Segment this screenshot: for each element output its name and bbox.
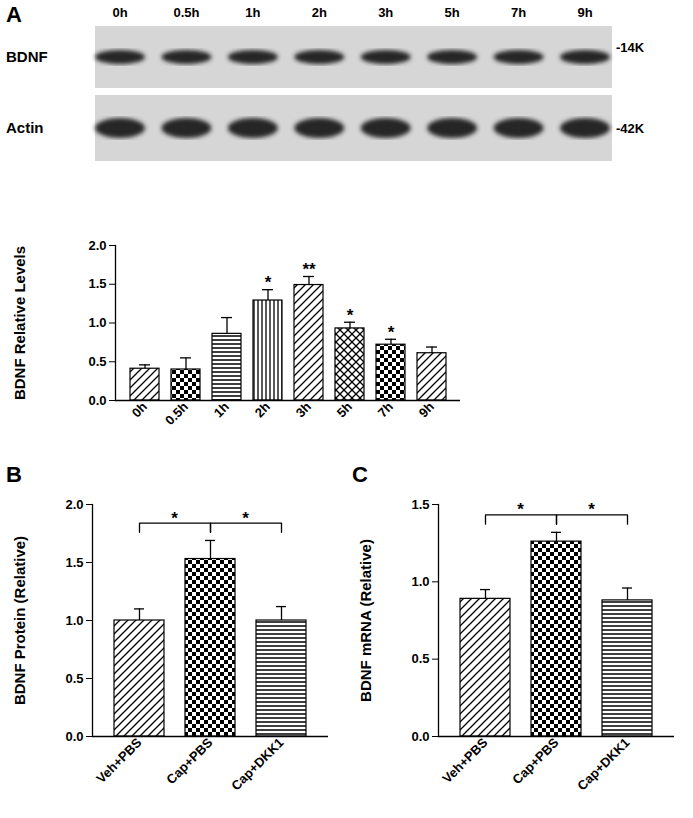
svg-text:-42K: -42K bbox=[616, 121, 645, 136]
svg-text:7h: 7h bbox=[511, 5, 526, 20]
svg-text:0.5: 0.5 bbox=[65, 671, 83, 686]
svg-text:**: ** bbox=[302, 260, 316, 279]
svg-text:BDNF Protein (Relative): BDNF Protein (Relative) bbox=[11, 536, 28, 705]
svg-text:Veh+PBS: Veh+PBS bbox=[439, 735, 490, 786]
svg-text:1h: 1h bbox=[211, 399, 232, 420]
svg-text:1.0: 1.0 bbox=[65, 613, 83, 628]
svg-text:1.5: 1.5 bbox=[411, 497, 429, 512]
svg-text:1.5: 1.5 bbox=[65, 555, 83, 570]
svg-text:A: A bbox=[6, 2, 22, 27]
svg-text:2.0: 2.0 bbox=[88, 238, 106, 253]
svg-text:1.5: 1.5 bbox=[88, 276, 106, 291]
svg-text:5h: 5h bbox=[334, 399, 355, 420]
svg-text:0.0: 0.0 bbox=[411, 729, 429, 744]
svg-text:*: * bbox=[265, 273, 272, 292]
svg-text:5h: 5h bbox=[445, 5, 460, 20]
svg-text:0h: 0h bbox=[129, 399, 150, 420]
svg-text:0.5h: 0.5h bbox=[162, 399, 191, 428]
svg-text:1.0: 1.0 bbox=[88, 315, 106, 330]
svg-text:-14K: -14K bbox=[616, 40, 645, 55]
svg-text:0.0: 0.0 bbox=[65, 729, 83, 744]
svg-text:Cap+PBS: Cap+PBS bbox=[509, 735, 561, 787]
svg-text:Cap+PBS: Cap+PBS bbox=[163, 735, 215, 787]
svg-text:*: * bbox=[347, 306, 354, 325]
svg-text:3h: 3h bbox=[293, 399, 314, 420]
svg-text:BDNF mRNA (Relative): BDNF mRNA (Relative) bbox=[357, 539, 374, 702]
svg-text:Cap+DKK1: Cap+DKK1 bbox=[574, 735, 632, 793]
svg-text:*: * bbox=[242, 509, 249, 528]
svg-text:0.5h: 0.5h bbox=[173, 5, 199, 20]
html-text:B: B bbox=[6, 462, 22, 487]
svg-text:BDNF: BDNF bbox=[6, 48, 48, 65]
svg-text:2h: 2h bbox=[312, 5, 327, 20]
svg-text:0.0: 0.0 bbox=[88, 393, 106, 408]
svg-text:3h: 3h bbox=[378, 5, 393, 20]
svg-text:2h: 2h bbox=[252, 399, 273, 420]
svg-text:9h: 9h bbox=[416, 399, 437, 420]
svg-text:Veh+PBS: Veh+PBS bbox=[93, 735, 144, 786]
svg-text:0h: 0h bbox=[112, 5, 127, 20]
svg-text:1.0: 1.0 bbox=[411, 574, 429, 589]
svg-text:9h: 9h bbox=[577, 5, 592, 20]
svg-text:*: * bbox=[517, 500, 524, 519]
html-text:C: C bbox=[352, 462, 368, 487]
svg-text:Actin: Actin bbox=[6, 119, 44, 136]
svg-text:BDNF Relative Levels: BDNF Relative Levels bbox=[11, 246, 28, 400]
svg-text:*: * bbox=[388, 323, 395, 342]
svg-text:0.5: 0.5 bbox=[88, 354, 106, 369]
svg-text:0.5: 0.5 bbox=[411, 651, 429, 666]
svg-text:2.0: 2.0 bbox=[65, 497, 83, 512]
svg-text:*: * bbox=[588, 500, 595, 519]
svg-text:Cap+DKK1: Cap+DKK1 bbox=[228, 735, 286, 793]
svg-text:7h: 7h bbox=[375, 399, 396, 420]
svg-text:1h: 1h bbox=[245, 5, 260, 20]
svg-text:*: * bbox=[171, 509, 178, 528]
